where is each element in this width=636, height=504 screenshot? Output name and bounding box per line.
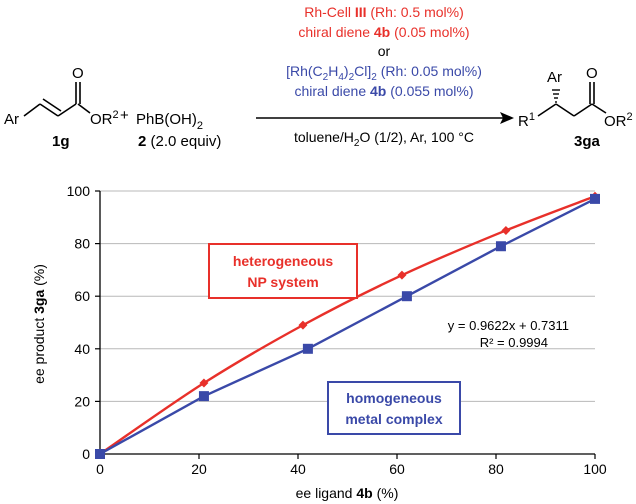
product-3ga-structure <box>537 82 607 117</box>
series <box>95 191 600 459</box>
condition-chiral-diene-blue: chiral diene 4b (0.055 mol%) <box>295 83 474 99</box>
fit-r-squared: R² = 0.9994 <box>480 335 548 350</box>
y-tick-label: 0 <box>82 446 90 462</box>
product-carbonyl-o: O <box>586 65 598 82</box>
x-axis-title: ee ligand 4b (%) <box>296 485 399 501</box>
y-tick-label: 80 <box>74 236 90 252</box>
series-line-homogeneous <box>99 197 596 456</box>
data-point-heterogeneous <box>397 270 407 280</box>
product-ester-group: OR2 <box>604 111 633 130</box>
reagent-phenylboronic-acid: PhB(OH)2 <box>136 111 203 132</box>
product-label-3ga: 3ga <box>574 133 601 150</box>
heterogeneous-label-line1: heterogeneous <box>233 253 334 269</box>
data-point-homogeneous <box>495 241 506 252</box>
y-tick-label: 40 <box>74 341 90 357</box>
homogeneous-label-line1: homogeneous <box>346 390 442 406</box>
heterogeneous-label-line2: NP system <box>247 274 318 290</box>
y-axis-title: ee product 3ga (%) <box>31 264 47 384</box>
x-tick-label: 80 <box>488 461 504 477</box>
plus-sign: + <box>120 107 129 124</box>
data-point-homogeneous <box>401 291 412 302</box>
x-tick-label: 0 <box>96 461 104 477</box>
condition-rh-cell: Rh-Cell III (Rh: 0.5 mol%) <box>304 4 464 20</box>
y-tick-label: 100 <box>67 183 91 199</box>
product-hashed-wedge <box>552 89 560 103</box>
y-tick-label: 20 <box>74 393 90 409</box>
condition-rh-complex: [Rh(C2H4)2Cl]2 (Rh: 0.05 mol%) <box>286 63 482 83</box>
product-ar-label: Ar <box>547 69 562 86</box>
data-point-homogeneous <box>590 193 600 204</box>
x-tick-label: 20 <box>191 461 207 477</box>
reactant-1g-structure <box>23 82 91 117</box>
product-r1-label: R1 <box>518 111 535 130</box>
series-homogeneous <box>95 193 600 459</box>
data-point-heterogeneous <box>199 378 209 388</box>
data-point-heterogeneous <box>298 320 308 330</box>
y-tick-label: 60 <box>74 288 90 304</box>
reaction-scheme: Ar O OR2 1g + PhB(OH)2 2 (2.0 equiv) Rh-… <box>4 4 633 150</box>
condition-chiral-diene-red: chiral diene 4b (0.05 mol%) <box>298 24 469 40</box>
chart: 0 20 40 60 80 100 0 20 40 60 80 100 ee ligand 4b (%… <box>31 183 607 501</box>
reactant-label-1g: 1g <box>52 133 70 150</box>
x-tick-label: 40 <box>290 461 306 477</box>
heterogeneous-label-box: heterogeneous NP system <box>208 243 358 299</box>
reactant-ester-group: OR2 <box>90 109 119 128</box>
data-point-homogeneous <box>198 391 209 402</box>
homogeneous-label-line2: metal complex <box>345 411 442 427</box>
reaction-arrow <box>256 112 514 124</box>
data-point-homogeneous <box>95 449 105 459</box>
data-point-homogeneous <box>302 343 313 354</box>
condition-or: or <box>378 43 391 59</box>
x-tick-label: 60 <box>389 461 405 477</box>
reactant-ar-label: Ar <box>4 111 19 128</box>
reagent-label: 2 (2.0 equiv) <box>138 133 221 150</box>
x-tick-label: 100 <box>583 461 607 477</box>
fit-equation: y = 0.9622x + 0.7311 <box>448 318 569 333</box>
axes: 0 20 40 60 80 100 0 20 40 60 80 100 <box>67 183 607 477</box>
data-point-heterogeneous <box>501 225 511 235</box>
reactant-carbonyl-o: O <box>72 65 84 82</box>
homogeneous-label-box: homogeneous metal complex <box>327 381 461 435</box>
condition-solvent: toluene/H2O (1/2), Ar, 100 °C <box>294 129 474 149</box>
